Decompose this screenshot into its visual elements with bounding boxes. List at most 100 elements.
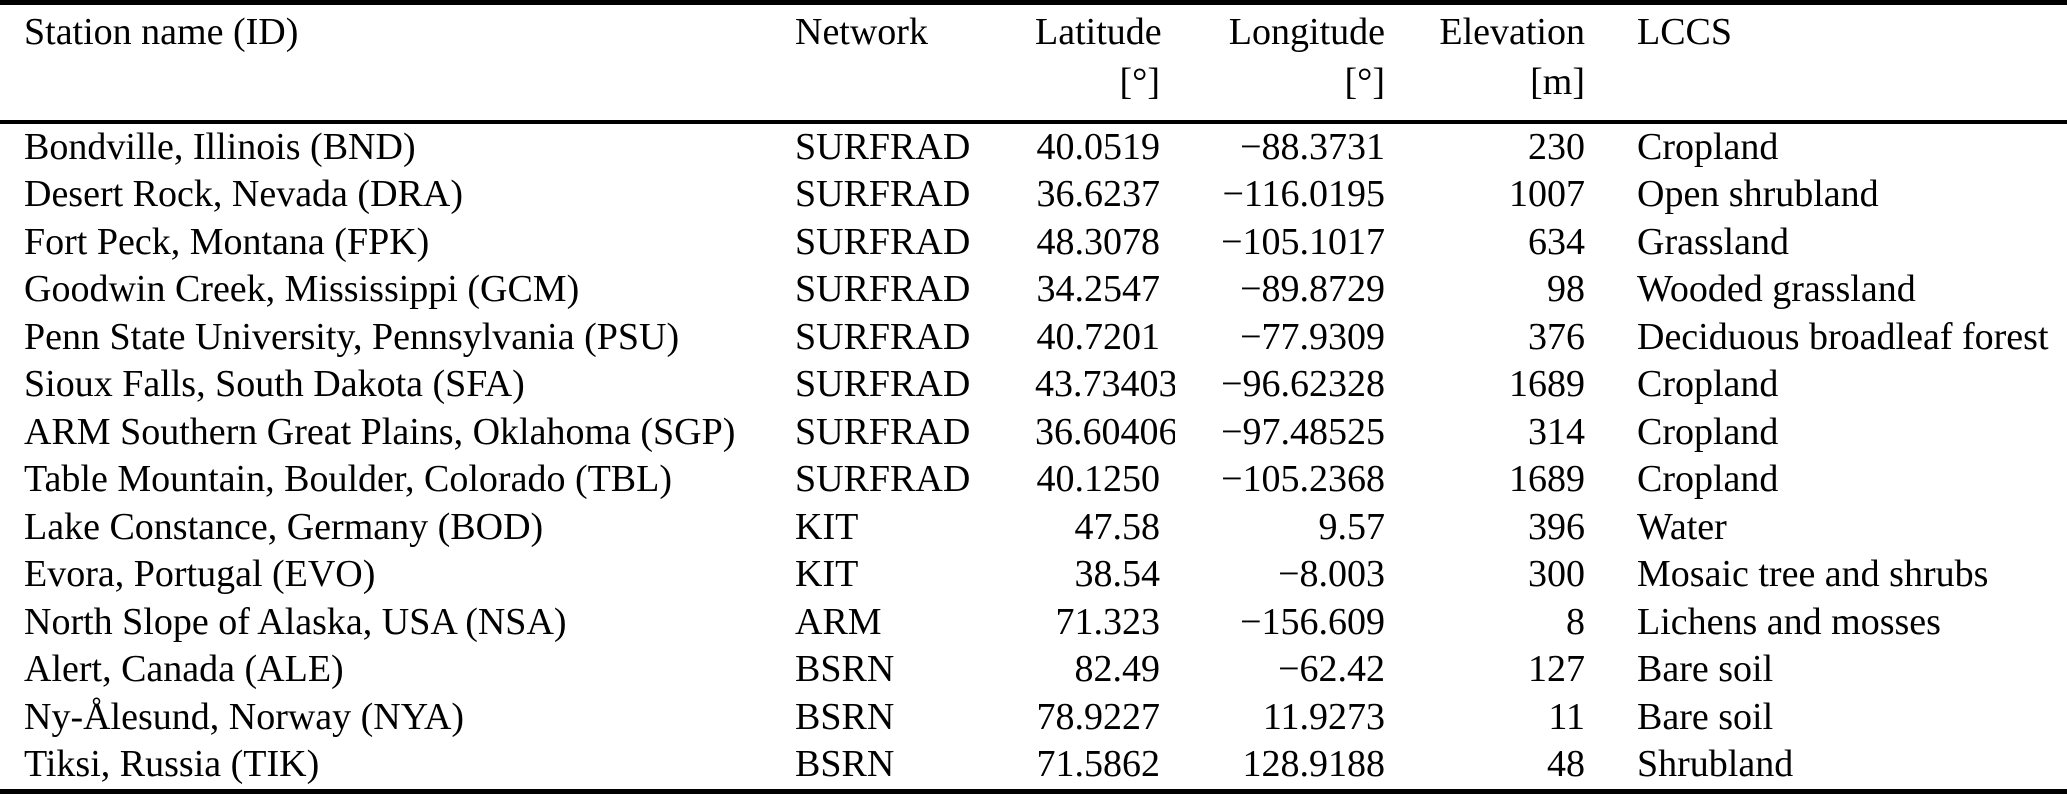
cell-elevation: 376	[1528, 315, 1585, 358]
cell-elevation: 1007	[1509, 173, 1585, 216]
column-header-station-name: Station name (ID)	[24, 11, 299, 54]
table-row: Tiksi, Russia (TIK) BSRN 71.5862 128.918…	[0, 742, 2067, 792]
cell-elevation: 230	[1528, 125, 1585, 168]
cell-latitude: 38.54	[1074, 553, 1161, 596]
cell-latitude: 36.60406	[1035, 410, 1175, 453]
cell-latitude: 71.323	[1055, 600, 1161, 643]
cell-lccs: Wooded grassland	[1637, 268, 1916, 311]
cell-lccs: Bare soil	[1637, 695, 1774, 738]
cell-network: KIT	[795, 553, 859, 596]
cell-lccs: Cropland	[1637, 458, 1779, 501]
cell-station-name: Table Mountain, Boulder, Colorado (TBL)	[24, 458, 673, 501]
cell-elevation: 634	[1528, 220, 1585, 263]
column-unit-lccs	[1590, 61, 2067, 122]
cell-latitude: 78.9227	[1036, 695, 1161, 738]
column-unit-network	[770, 61, 1035, 122]
cell-lccs: Mosaic tree and shrubs	[1637, 553, 1989, 596]
column-unit-elevation: [m]	[1530, 61, 1585, 103]
cell-lccs: Shrubland	[1637, 743, 1794, 786]
cell-elevation: 127	[1528, 648, 1585, 691]
cell-longitude: 11.9273	[1262, 695, 1385, 738]
cell-elevation: 1689	[1509, 363, 1585, 406]
column-unit-latitude: [°]	[1119, 61, 1160, 103]
cell-latitude: 71.5862	[1036, 743, 1161, 786]
table-row: North Slope of Alaska, USA (NSA) ARM 71.…	[0, 599, 2067, 647]
cell-lccs: Grassland	[1637, 220, 1789, 263]
cell-station-name: ARM Southern Great Plains, Oklahoma (SGP…	[24, 410, 736, 453]
cell-network: SURFRAD	[795, 268, 971, 311]
cell-longitude: −96.62328	[1221, 363, 1385, 406]
cell-elevation: 1689	[1509, 458, 1585, 501]
cell-latitude: 40.0519	[1036, 125, 1161, 168]
table-row: Sioux Falls, South Dakota (SFA) SURFRAD …	[0, 362, 2067, 410]
cell-station-name: Fort Peck, Montana (FPK)	[24, 220, 430, 263]
cell-latitude: 40.1250	[1036, 458, 1161, 501]
cell-lccs: Bare soil	[1637, 648, 1774, 691]
cell-elevation: 11	[1548, 695, 1585, 738]
table-row: Penn State University, Pennsylvania (PSU…	[0, 314, 2067, 362]
cell-network: SURFRAD	[795, 220, 971, 263]
cell-network: BSRN	[795, 648, 895, 691]
cell-elevation: 314	[1528, 410, 1585, 453]
cell-network: BSRN	[795, 695, 895, 738]
table-header: Station name (ID) Network Latitude Longi…	[0, 3, 2067, 122]
cell-latitude: 40.7201	[1036, 315, 1161, 358]
cell-lccs: Open shrubland	[1637, 173, 1879, 216]
column-unit-station-name	[0, 61, 770, 122]
cell-elevation: 8	[1566, 600, 1585, 643]
table-body: Bondville, Illinois (BND) SURFRAD 40.051…	[0, 122, 2067, 792]
cell-longitude: −89.8729	[1240, 268, 1385, 311]
cell-longitude: −62.42	[1278, 648, 1385, 691]
table-row: Lake Constance, Germany (BOD) KIT 47.58 …	[0, 504, 2067, 552]
cell-network: SURFRAD	[795, 315, 971, 358]
table-row: Evora, Portugal (EVO) KIT 38.54 −8.003 3…	[0, 552, 2067, 600]
cell-latitude: 47.58	[1074, 505, 1161, 548]
cell-latitude: 36.6237	[1036, 173, 1161, 216]
cell-station-name: Bondville, Illinois (BND)	[24, 125, 416, 168]
table-row: Goodwin Creek, Mississippi (GCM) SURFRAD…	[0, 267, 2067, 315]
cell-elevation: 396	[1528, 505, 1585, 548]
cell-lccs: Water	[1637, 505, 1727, 548]
table-row: Fort Peck, Montana (FPK) SURFRAD 48.3078…	[0, 219, 2067, 267]
cell-longitude: −105.2368	[1221, 458, 1385, 501]
cell-network: SURFRAD	[795, 410, 971, 453]
cell-network: ARM	[795, 600, 882, 643]
column-header-elevation: Elevation	[1439, 11, 1585, 54]
column-header-lccs: LCCS	[1637, 11, 1733, 54]
cell-network: SURFRAD	[795, 458, 971, 501]
cell-station-name: Ny-Ålesund, Norway (NYA)	[24, 695, 465, 738]
column-header-network: Network	[795, 11, 928, 54]
cell-longitude: −105.1017	[1221, 220, 1385, 263]
column-header-longitude: Longitude	[1228, 11, 1385, 54]
table-row: ARM Southern Great Plains, Oklahoma (SGP…	[0, 409, 2067, 457]
cell-latitude: 34.2547	[1036, 268, 1161, 311]
cell-station-name: Lake Constance, Germany (BOD)	[24, 505, 544, 548]
cell-longitude: 9.57	[1318, 505, 1386, 548]
table-row: Desert Rock, Nevada (DRA) SURFRAD 36.623…	[0, 172, 2067, 220]
column-header-latitude: Latitude	[1035, 11, 1162, 54]
cell-longitude: −97.48525	[1221, 410, 1385, 453]
cell-station-name: Penn State University, Pennsylvania (PSU…	[24, 315, 680, 358]
cell-network: SURFRAD	[795, 173, 971, 216]
column-unit-longitude: [°]	[1344, 61, 1385, 103]
cell-longitude: −116.0195	[1222, 173, 1385, 216]
cell-latitude: 48.3078	[1036, 220, 1161, 263]
cell-station-name: Sioux Falls, South Dakota (SFA)	[24, 363, 525, 406]
cell-longitude: 128.9188	[1242, 743, 1386, 786]
cell-latitude: 82.49	[1074, 648, 1161, 691]
cell-longitude: −88.3731	[1240, 125, 1385, 168]
cell-elevation: 48	[1547, 743, 1585, 786]
cell-lccs: Lichens and mosses	[1637, 600, 1941, 643]
cell-longitude: −77.9309	[1240, 315, 1385, 358]
cell-lccs: Deciduous broadleaf forest	[1637, 315, 2049, 358]
cell-lccs: Cropland	[1637, 410, 1779, 453]
cell-latitude: 43.73403	[1035, 363, 1175, 406]
cell-network: KIT	[795, 505, 859, 548]
cell-network: SURFRAD	[795, 125, 971, 168]
table-row: Alert, Canada (ALE) BSRN 82.49 −62.42 12…	[0, 647, 2067, 695]
cell-elevation: 300	[1528, 553, 1585, 596]
header-label-row: Station name (ID) Network Latitude Longi…	[0, 3, 2067, 62]
header-unit-row: [°] [°] [m]	[0, 61, 2067, 122]
cell-network: BSRN	[795, 743, 895, 786]
